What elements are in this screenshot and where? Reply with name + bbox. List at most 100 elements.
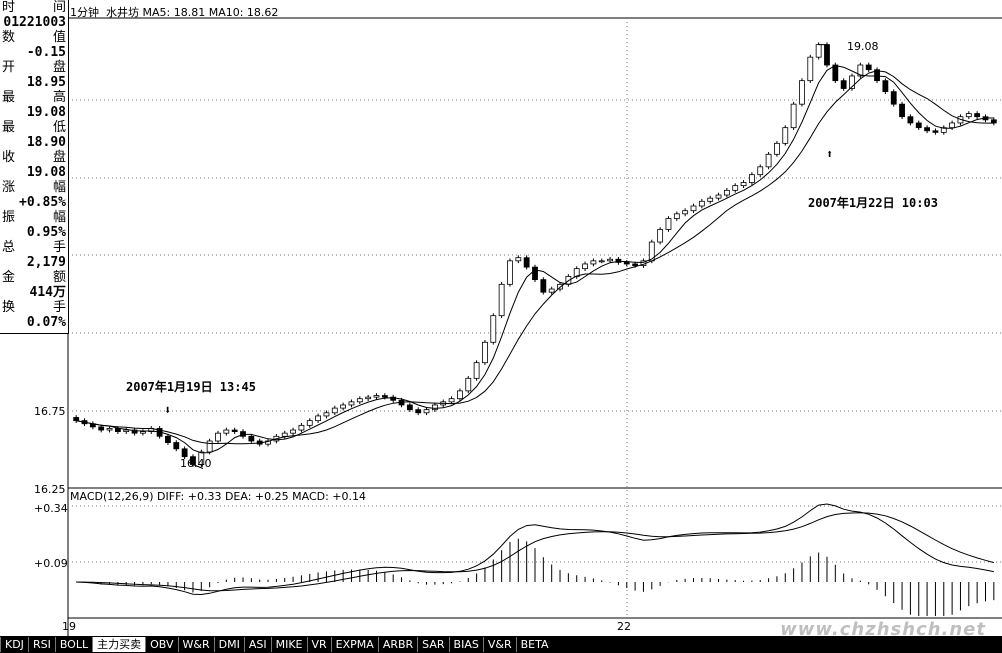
candle — [623, 261, 630, 265]
candle — [423, 409, 430, 414]
candle — [298, 424, 305, 431]
candle — [615, 258, 622, 263]
indicator-tab[interactable]: BETA — [515, 637, 553, 652]
candle — [465, 377, 472, 392]
indicator-tab[interactable]: V&R — [482, 637, 516, 652]
ma10-value: MA10: 18.62 — [208, 6, 279, 19]
down-arrow-icon: ⬇ — [164, 403, 172, 417]
info-value-row: 0.95% — [0, 225, 68, 240]
info-label: 幅 — [52, 210, 66, 225]
dea-line — [76, 512, 994, 592]
candle — [582, 263, 588, 270]
indicator-tab[interactable]: BOLL — [54, 637, 92, 652]
candle — [532, 266, 538, 281]
candle — [682, 210, 689, 215]
time-axis-left: 19 — [62, 620, 76, 633]
info-value: 19.08 — [26, 165, 66, 180]
low-price-label: 16.40 — [180, 457, 212, 470]
candle — [181, 448, 188, 458]
info-label: 换 — [2, 300, 16, 315]
info-value: -0.15 — [26, 45, 66, 60]
candle — [698, 200, 705, 207]
price-axis-label: 16.25 — [34, 483, 66, 496]
candle — [348, 401, 355, 406]
indicator-tab[interactable]: KDJ — [0, 637, 28, 652]
candle — [632, 263, 639, 266]
indicator-tab[interactable]: RSI — [27, 637, 55, 652]
low-marker — [192, 464, 204, 469]
candle — [965, 113, 972, 118]
candle — [849, 75, 855, 89]
candle — [665, 218, 672, 230]
candle — [590, 260, 597, 265]
candle — [223, 429, 230, 434]
up-arrow-icon: ⬆ — [826, 147, 834, 161]
candle — [924, 127, 930, 132]
candle — [198, 451, 205, 465]
high-price-label: 19.08 — [847, 40, 879, 53]
info-label: 最 — [2, 90, 16, 105]
info-value: 18.95 — [26, 75, 66, 90]
candle — [907, 116, 914, 124]
candle — [73, 417, 80, 422]
candle — [940, 127, 947, 133]
indicator-tab[interactable]: OBV — [145, 637, 177, 652]
indicator-tab[interactable]: DMI — [213, 637, 244, 652]
indicator-tab[interactable]: W&R — [177, 637, 214, 652]
candle — [98, 426, 105, 431]
candle — [932, 130, 939, 133]
candle — [206, 440, 213, 453]
candle — [740, 182, 747, 187]
indicator-tab[interactable]: EXPMA — [330, 637, 378, 652]
ma5-line — [76, 65, 994, 454]
indicator-tab[interactable]: ASI — [243, 637, 271, 652]
info-label: 盘 — [52, 60, 66, 75]
info-value-row: 0.07% — [0, 315, 68, 330]
period-label: 1分钟 — [70, 6, 99, 19]
candle — [415, 409, 422, 414]
candle — [832, 64, 839, 82]
info-value-row: +0.85% — [0, 195, 68, 210]
candle — [748, 174, 755, 183]
info-label: 低 — [52, 120, 66, 135]
candle — [690, 205, 697, 212]
info-label: 收 — [2, 150, 16, 165]
indicator-tab-bar: KDJ RSI BOLL 主力买卖 OBV W&R DMI ASI MIKE VR EXPMA ARB… — [0, 636, 1002, 653]
info-value: +0.85% — [19, 195, 66, 210]
info-value: 01221003 — [3, 15, 66, 30]
info-label: 盘 — [52, 150, 66, 165]
macd-header: MACD(12,26,9) DIFF: +0.33 DEA: +0.25 MAC… — [70, 490, 367, 503]
candle — [231, 429, 238, 432]
indicator-tab[interactable]: BIAS — [448, 637, 483, 652]
candle — [949, 122, 956, 129]
info-value: 19.08 — [26, 105, 66, 120]
indicator-tab[interactable]: VR — [306, 637, 331, 652]
candle — [215, 432, 221, 442]
stock-name: 水井坊 — [106, 6, 139, 19]
candle — [290, 429, 296, 434]
info-value-row: 19.08 — [0, 165, 68, 180]
info-label-row: 振幅 — [0, 210, 68, 225]
candle — [874, 69, 880, 82]
indicator-tab[interactable]: MIKE — [270, 637, 307, 652]
candle — [248, 435, 255, 442]
candle — [673, 213, 680, 219]
info-label: 振 — [2, 210, 16, 225]
info-label-row: 开盘 — [0, 60, 68, 75]
candle — [782, 127, 789, 144]
stock-chart[interactable] — [0, 0, 1002, 636]
indicator-tab[interactable]: 主力买卖 — [92, 637, 146, 652]
indicator-tab[interactable]: SAR — [417, 637, 448, 652]
info-label: 金 — [2, 270, 16, 285]
candle — [140, 431, 146, 434]
info-value: 0.95% — [26, 225, 66, 240]
candle — [807, 56, 814, 82]
candle — [173, 442, 180, 450]
ma10-line — [76, 70, 994, 445]
info-label-row: 涨幅 — [0, 180, 68, 195]
chart-header: 1分钟 水井坊 MA5: 18.81 MA10: 18.62 — [70, 4, 278, 20]
candle — [840, 80, 847, 89]
candle — [915, 122, 922, 129]
candle — [857, 64, 864, 77]
indicator-tab[interactable]: ARBR — [377, 637, 417, 652]
